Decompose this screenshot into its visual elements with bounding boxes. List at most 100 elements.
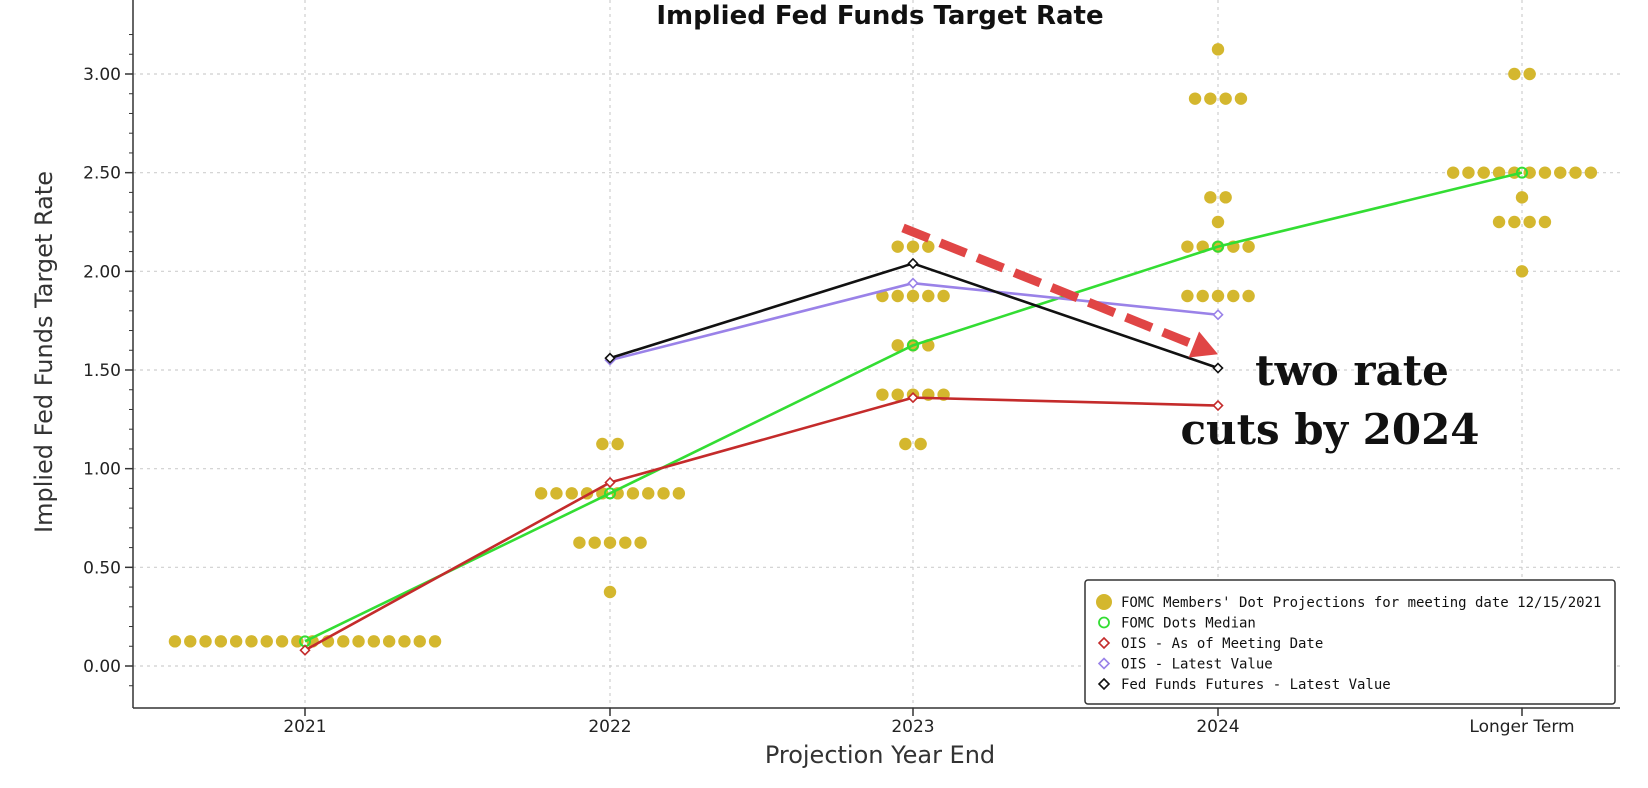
fomc-dot [1523, 67, 1536, 81]
fomc-dot [260, 635, 273, 648]
fomc-dot [899, 437, 912, 451]
annotation-line-2: cuts by 2024 [1180, 405, 1479, 454]
fomc-dot [534, 487, 548, 500]
legend-label: FOMC Dots Median [1121, 616, 1256, 632]
x-tick-label: 2024 [1196, 717, 1239, 737]
fomc-dot [922, 289, 935, 303]
fomc-dot [891, 240, 904, 253]
fomc-dot [1242, 240, 1255, 253]
y-tick-label: 1.00 [83, 460, 121, 480]
fomc-dot [1219, 191, 1232, 204]
diamond-marker [907, 257, 919, 270]
series-layer [299, 166, 1528, 656]
legend-diamond-marker [1097, 677, 1111, 691]
fomc-dot [1515, 191, 1529, 204]
fomc-dot [337, 635, 350, 648]
fomc-dot [588, 536, 601, 549]
y-axis-label: Implied Fed Funds Target Rate [30, 171, 58, 533]
fomc-dot [1515, 265, 1529, 278]
x-tick-label: 2023 [891, 717, 934, 737]
fomc-dot [1234, 92, 1248, 105]
median-marker [1516, 166, 1528, 179]
fomc-dot [1219, 92, 1232, 105]
fomc-dot [565, 487, 578, 500]
legend-diamond-marker [1097, 657, 1111, 670]
fomc-dot [937, 289, 950, 303]
fomc-dot [603, 585, 617, 599]
fomc-dot [596, 437, 609, 451]
fomc-dot [184, 635, 197, 648]
fomc-dot [906, 289, 920, 303]
fomc-dot [382, 635, 396, 648]
fomc-dot [672, 487, 686, 500]
median-marker [604, 487, 616, 500]
fomc-dot [573, 536, 586, 549]
y-tick-label: 2.50 [83, 164, 121, 184]
legend-label: Fed Funds Futures - Latest Value [1121, 677, 1391, 693]
fomc-dot [634, 536, 647, 549]
x-tick-label: Longer Term [1469, 717, 1574, 737]
axis-layer: 0.00 0.50 1.00 1.50 2.00 2.50 3.00 2021 2022 2023… [83, 0, 1620, 737]
legend-box [1084, 579, 1616, 705]
fomc-dot [245, 635, 258, 648]
series-line [304, 396, 1219, 652]
fomc-dot [891, 289, 904, 303]
diamond-marker [1212, 362, 1224, 374]
fomc-dot [619, 536, 632, 549]
diamond-marker [1212, 309, 1224, 321]
fomc-dot [1188, 92, 1202, 105]
diamond-marker [907, 391, 919, 404]
legend-circle-marker [1098, 616, 1110, 629]
legend-dot-marker [1096, 594, 1112, 610]
fomc-dot [603, 536, 617, 549]
diamond-marker [907, 277, 919, 289]
diamond-marker [604, 476, 616, 489]
fomc-dot [914, 437, 927, 451]
fomc-dot [626, 487, 640, 500]
fomc-dot [1227, 289, 1240, 303]
median-marker [907, 339, 919, 352]
fomc-dot [1211, 43, 1225, 56]
fomc-dot [891, 388, 904, 401]
fomc-dot [1211, 289, 1225, 303]
annotation-layer: two rate cuts by 2024 [901, 223, 1480, 454]
diamond-marker [299, 644, 311, 656]
chart-title: Implied Fed Funds Target Rate [656, 1, 1103, 31]
fomc-dot [214, 635, 228, 648]
y-tick-label: 0.50 [83, 558, 121, 578]
y-tick-label: 1.50 [83, 361, 121, 381]
annotation-arrow-shaft [901, 223, 1196, 349]
series-line [304, 171, 1523, 643]
legend: FOMC Members' Dot Projections for meetin… [1084, 579, 1616, 705]
fomc-dot [1508, 67, 1521, 81]
y-tick-label: 2.00 [83, 262, 121, 282]
legend-diamond-marker [1097, 636, 1111, 650]
fomc-dot [1181, 289, 1194, 303]
diamond-marker [1212, 399, 1224, 412]
fomc-dot [1492, 215, 1506, 229]
fomc-dot [922, 240, 935, 253]
fomc-dot [1242, 289, 1255, 303]
y-tick-label: 3.00 [83, 65, 121, 85]
fomc-dot [1554, 166, 1567, 179]
x-tick-label: 2022 [588, 717, 631, 737]
median-marker [1212, 240, 1224, 253]
fomc-dot [642, 487, 655, 500]
fomc-dot [1492, 166, 1506, 179]
x-tick-label: 2021 [283, 717, 326, 737]
fomc-dot [611, 437, 624, 451]
fomc-dot [657, 487, 670, 500]
fomc-dot [1196, 289, 1209, 303]
legend-label: OIS - As of Meeting Date [1121, 636, 1323, 652]
fomc-dot [906, 240, 920, 253]
fomc-dot [275, 635, 289, 648]
fomc-dot [1584, 166, 1598, 179]
y-tick-label: 0.00 [83, 657, 121, 677]
annotation-line-1: two rate [1255, 346, 1449, 395]
legend-label: OIS - Latest Value [1121, 657, 1273, 673]
annotation-arrow-head [1188, 331, 1218, 358]
fomc-dot [1204, 92, 1217, 105]
diamond-marker [604, 352, 616, 364]
